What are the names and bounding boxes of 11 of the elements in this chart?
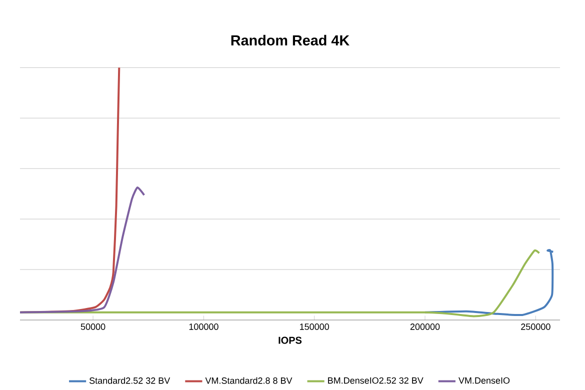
x-tick-label: 50000 [80, 324, 106, 330]
x-tick-label: 150000 [300, 324, 330, 330]
x-tick-label: 100000 [189, 324, 218, 330]
x-axis-title: IOPS [278, 336, 302, 344]
legend-label: VM.DenseIO [458, 377, 510, 384]
chart-title: Random Read 4K [231, 34, 350, 46]
legend-label: VM.Standard2.8 8 BV [205, 377, 292, 384]
x-tick-label: 200000 [410, 324, 440, 330]
x-tick-label: 250000 [521, 324, 550, 330]
legend-label: BM.DenseIO2.52 32 BV [328, 377, 424, 384]
legend-label: Standard2.52 32 BV [89, 377, 170, 384]
